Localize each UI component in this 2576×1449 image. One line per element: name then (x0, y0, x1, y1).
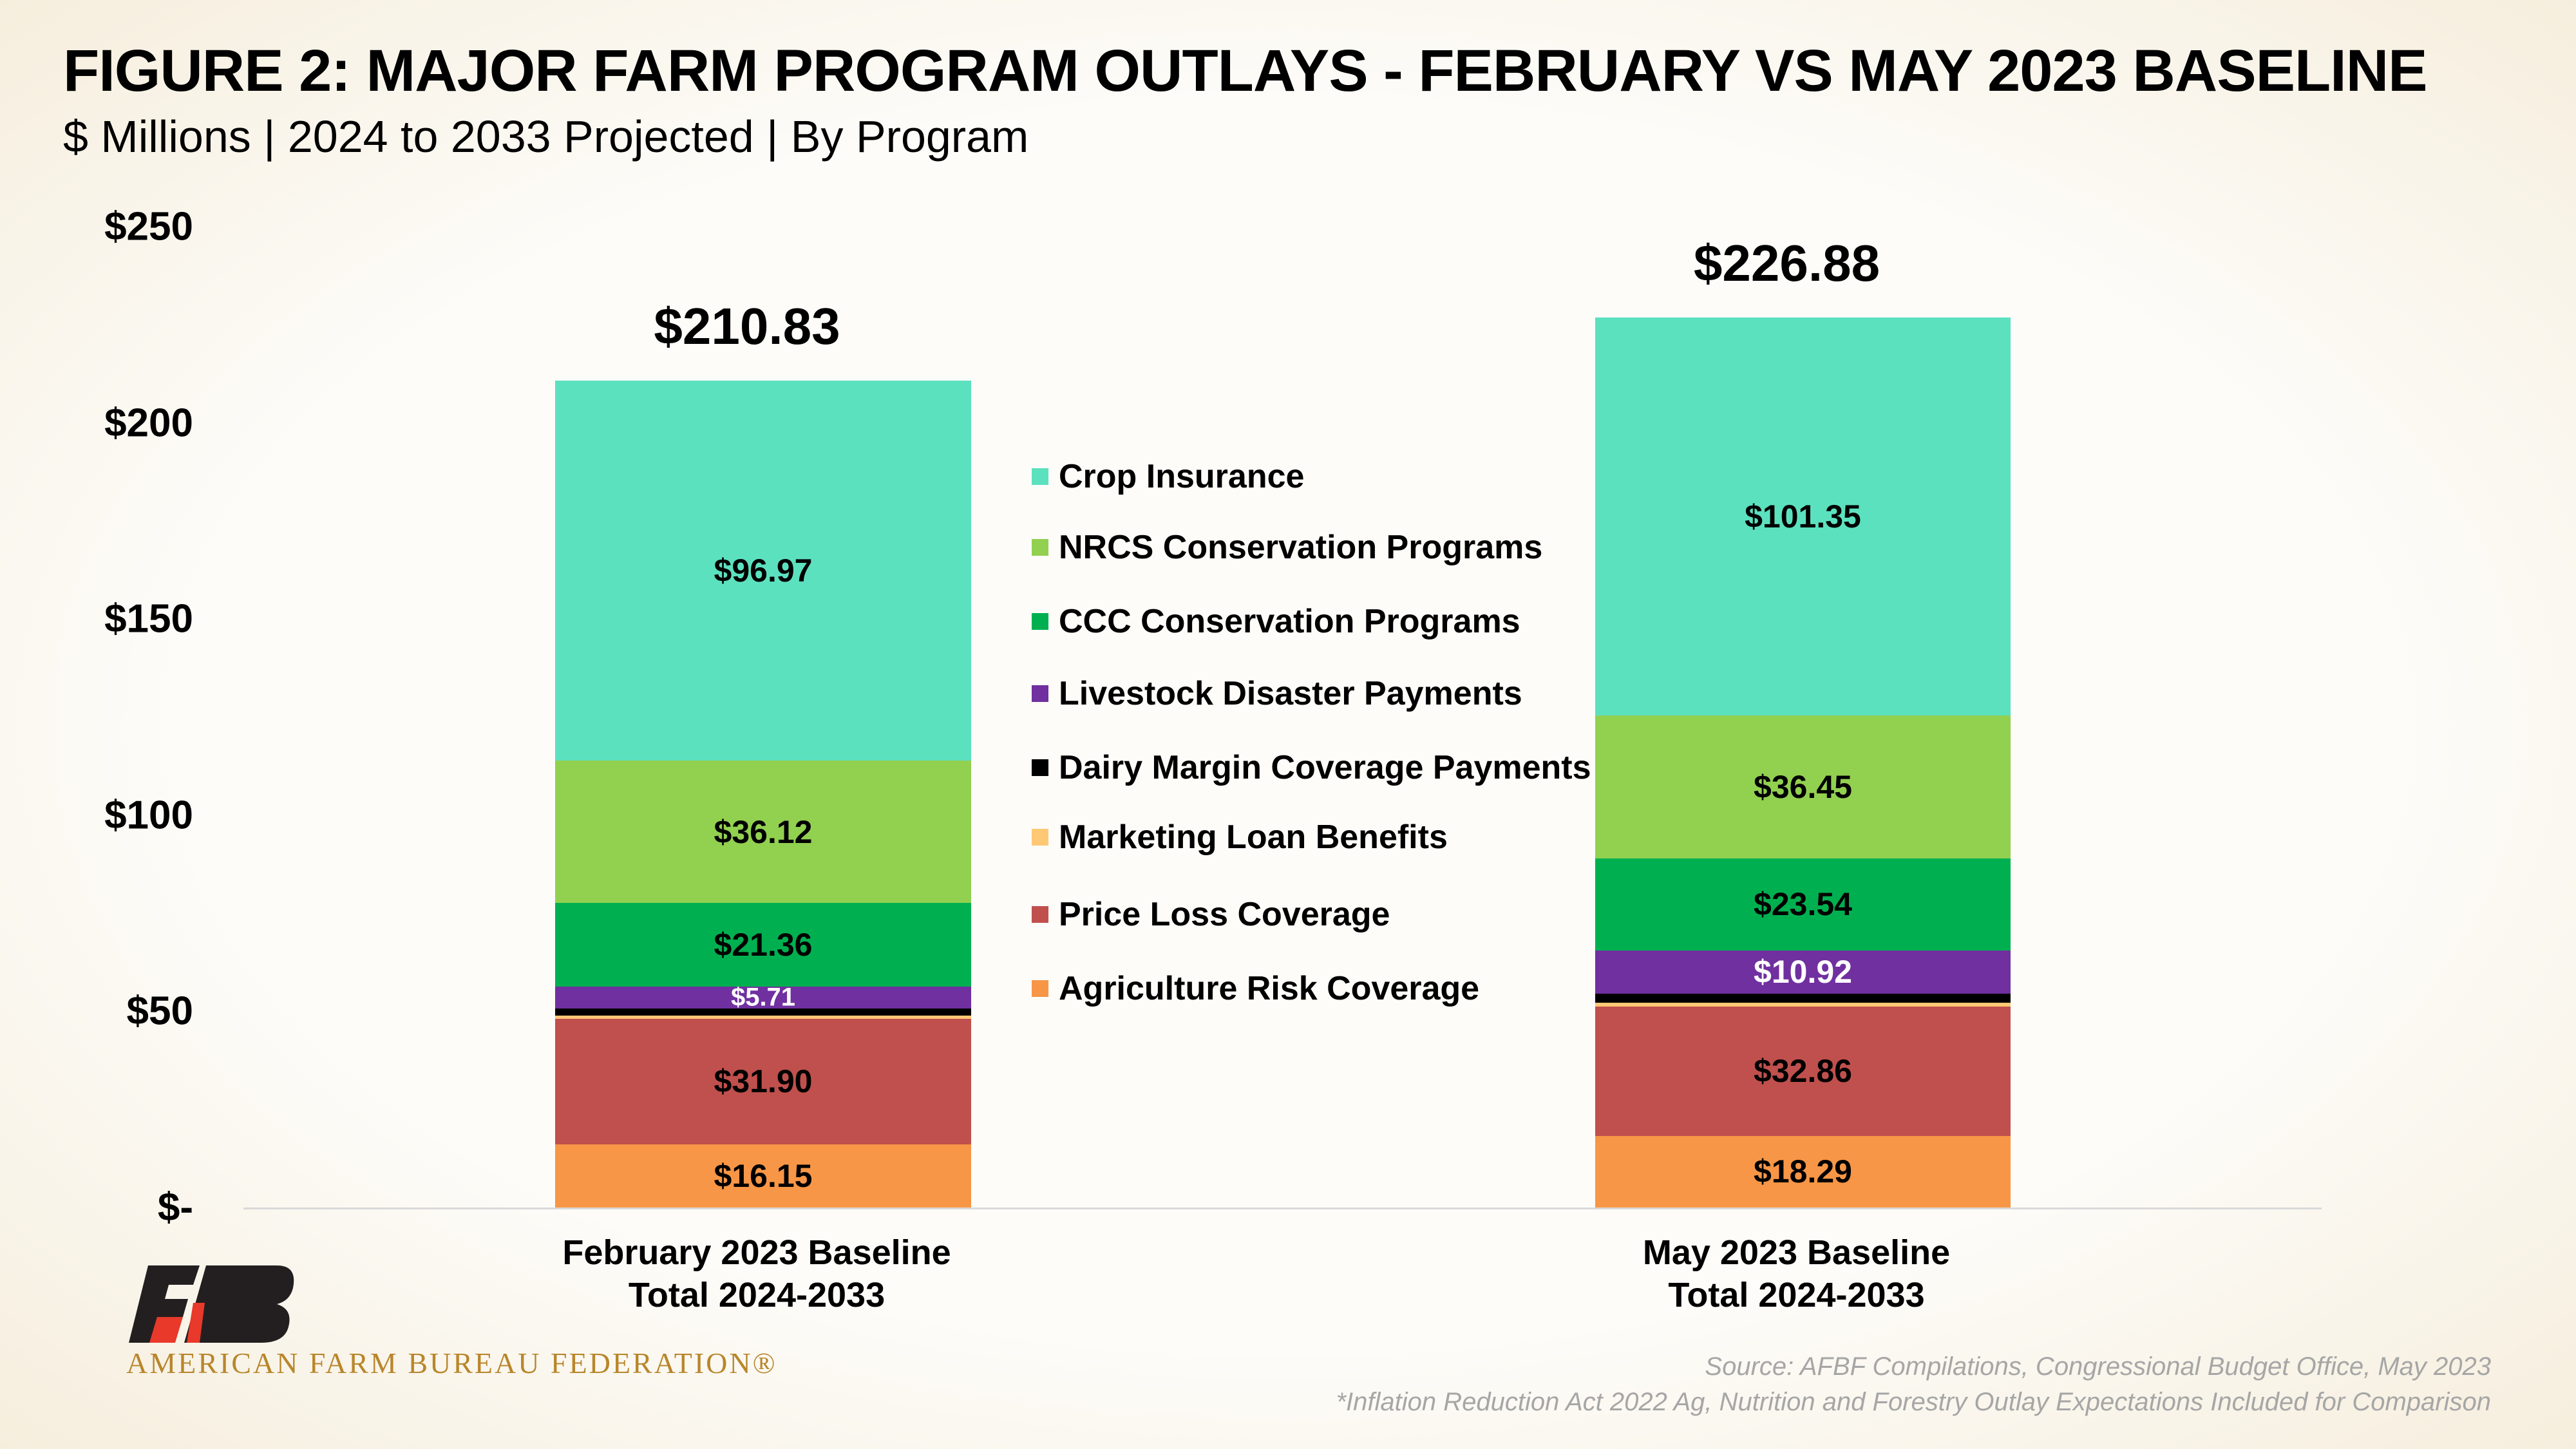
legend-item: NRCS Conservation Programs (1032, 528, 1542, 567)
category-label-line: May 2023 Baseline (1642, 1233, 1951, 1272)
legend-swatch (1032, 468, 1048, 485)
bar-segment-crop-insurance (1595, 317, 2011, 715)
legend-label: Price Loss Coverage (1059, 896, 1390, 933)
legend-item: Livestock Disaster Payments (1032, 674, 1522, 713)
legend-item: Dairy Margin Coverage Payments (1032, 748, 1591, 787)
bar-segment-nrcs-conservation-programs (555, 761, 971, 903)
legend-swatch (1032, 613, 1048, 630)
data-label: $36.45 (1754, 768, 1852, 805)
data-label: $101.35 (1745, 498, 1861, 535)
data-label: $5.71 (730, 983, 796, 1012)
chart-title: FIGURE 2: MAJOR FARM PROGRAM OUTLAYS - F… (63, 38, 2428, 104)
data-label: $36.12 (714, 813, 813, 850)
legend-swatch (1032, 759, 1048, 776)
legend-item: Price Loss Coverage (1032, 895, 1390, 934)
bar-segment-price-loss-coverage (1595, 1007, 2011, 1136)
bar-segment-livestock-disaster-payments (555, 986, 971, 1009)
legend-label: Livestock Disaster Payments (1059, 675, 1522, 712)
y-tick-label: $50 (126, 989, 193, 1034)
data-label: $18.29 (1754, 1153, 1852, 1190)
category-label-line: February 2023 Baseline (562, 1233, 951, 1272)
bar-segment-crop-insurance (555, 380, 971, 761)
bar-segment-ccc-conservation-programs (1595, 858, 2011, 951)
total-label: $226.88 (1693, 234, 1880, 292)
legend-item: CCC Conservation Programs (1032, 602, 1520, 641)
bar-segment-agriculture-risk-coverage (1595, 1135, 2011, 1208)
afbf-logo (129, 1265, 309, 1346)
data-label: $31.90 (714, 1063, 813, 1100)
bar-segment-marketing-loan-benefits (1595, 1003, 2011, 1007)
legend-swatch (1032, 539, 1048, 556)
y-tick-label: $150 (104, 596, 193, 641)
legend-label: Dairy Margin Coverage Payments (1059, 749, 1591, 786)
legend-swatch (1032, 829, 1048, 846)
bar-segment-marketing-loan-benefits (555, 1016, 971, 1019)
legend-label: NRCS Conservation Programs (1059, 529, 1543, 566)
bar-segment-nrcs-conservation-programs (1595, 715, 2011, 858)
footnote: *Inflation Reduction Act 2022 Ag, Nutrit… (1336, 1388, 2491, 1416)
logo-text: AMERICAN FARM BUREAU FEDERATION® (126, 1347, 777, 1379)
legend-label: Crop Insurance (1059, 458, 1305, 495)
bar-segment-dairy-margin-coverage-payments (1595, 993, 2011, 1003)
bar-segment-livestock-disaster-payments (1595, 951, 2011, 994)
source-note: Source: AFBF Compilations, Congressional… (1705, 1352, 2491, 1381)
data-label: $23.54 (1754, 886, 1852, 923)
data-label: $96.97 (714, 553, 813, 589)
bar-segment-dairy-margin-coverage-payments (555, 1009, 971, 1016)
legend-swatch (1032, 906, 1048, 923)
data-label: $21.36 (714, 926, 813, 963)
y-tick-label: $250 (104, 204, 193, 249)
legend-swatch (1032, 685, 1048, 702)
total-label: $210.83 (654, 297, 840, 355)
legend-item: Marketing Loan Benefits (1032, 818, 1448, 857)
category-label: May 2023 Baseline Total 2024-2033 (1643, 1231, 1950, 1316)
data-label: $10.92 (1754, 954, 1852, 990)
category-label: February 2023 Baseline Total 2024-2033 (562, 1231, 951, 1316)
bar-segment-price-loss-coverage (555, 1019, 971, 1144)
chart-subtitle: $ Millions | 2024 to 2033 Projected | By… (63, 111, 1029, 162)
x-axis-line (243, 1208, 2322, 1209)
y-tick-label: $200 (104, 401, 193, 446)
category-label-line: Total 2024-2033 (628, 1276, 886, 1314)
category-label-line: Total 2024-2033 (1668, 1276, 1925, 1314)
y-tick-label: $- (157, 1185, 193, 1230)
legend-label: CCC Conservation Programs (1059, 603, 1520, 640)
legend-swatch (1032, 980, 1048, 997)
legend-label: Agriculture Risk Coverage (1059, 970, 1480, 1007)
legend-item: Agriculture Risk Coverage (1032, 969, 1479, 1008)
data-label: $16.15 (714, 1157, 813, 1194)
y-tick-label: $100 (104, 793, 193, 838)
bar-segment-agriculture-risk-coverage (555, 1144, 971, 1208)
legend-label: Marketing Loan Benefits (1059, 819, 1448, 856)
legend-item: Crop Insurance (1032, 457, 1304, 496)
data-label: $32.86 (1754, 1053, 1852, 1090)
bar-segment-ccc-conservation-programs (555, 902, 971, 987)
